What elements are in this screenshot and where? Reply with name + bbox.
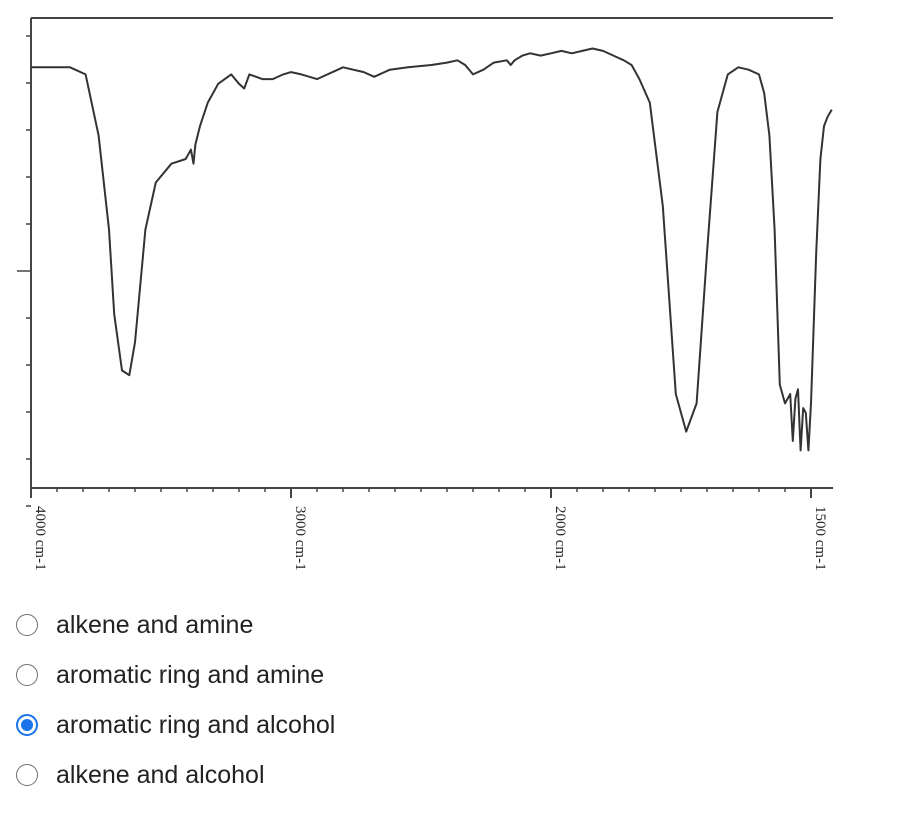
option-alkene-alcohol[interactable]: alkene and alcohol (16, 758, 476, 792)
option-aromatic-alcohol[interactable]: aromatic ring and alcohol (16, 708, 476, 742)
x-tick-label: 3000 cm-1 (292, 506, 308, 571)
radio-button[interactable] (16, 764, 38, 786)
option-alkene-amine[interactable]: alkene and amine (16, 608, 476, 642)
option-aromatic-amine[interactable]: aromatic ring and amine (16, 658, 476, 692)
option-label: aromatic ring and alcohol (56, 710, 336, 739)
chart-axes (17, 17, 833, 507)
x-axis-ticks (30, 488, 812, 498)
option-label: alkene and amine (56, 610, 254, 639)
x-tick-label: 1500 cm-1 (812, 506, 828, 571)
ir-spectrum-chart: 4000 cm-1 3000 cm-1 2000 cm-1 1500 cm-1 (17, 17, 833, 571)
radio-button[interactable] (16, 614, 38, 636)
radio-button[interactable] (16, 664, 38, 686)
option-label: alkene and alcohol (56, 760, 265, 789)
radio-button[interactable] (16, 714, 38, 736)
option-label: aromatic ring and amine (56, 660, 325, 689)
x-tick-label: 4000 cm-1 (32, 506, 48, 571)
x-tick-label: 2000 cm-1 (552, 506, 568, 571)
transmittance-line (31, 47, 833, 452)
x-tick-labels: 4000 cm-1 3000 cm-1 2000 cm-1 1500 cm-1 (32, 506, 828, 571)
